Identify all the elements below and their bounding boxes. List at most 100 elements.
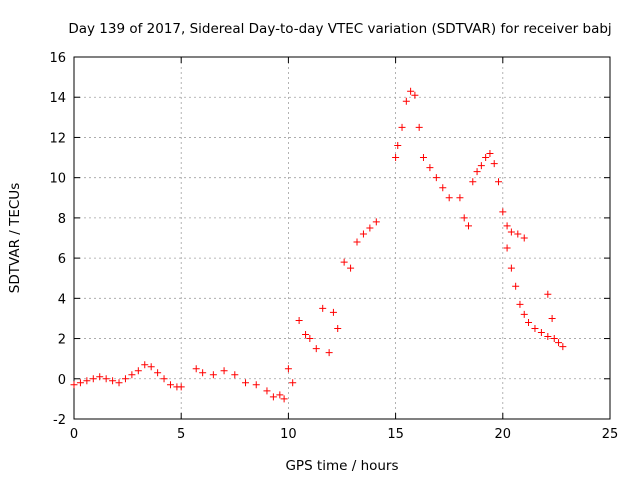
data-point xyxy=(242,379,250,387)
x-tick-label: 10 xyxy=(280,427,297,442)
data-point xyxy=(269,393,277,401)
data-point xyxy=(439,184,447,192)
data-point xyxy=(134,367,142,375)
y-tick-label: 4 xyxy=(58,292,66,307)
data-point xyxy=(359,230,367,238)
data-point xyxy=(525,318,533,326)
axis-ticks xyxy=(73,56,611,420)
y-axis-label: SDTVAR / TECUs xyxy=(7,183,23,293)
data-point xyxy=(407,87,415,95)
data-point xyxy=(109,377,117,385)
data-point xyxy=(177,383,185,391)
data-point xyxy=(426,164,434,172)
data-point xyxy=(141,361,149,369)
data-point xyxy=(550,335,558,343)
data-point xyxy=(83,377,91,385)
data-point xyxy=(520,310,528,318)
x-tick-label: 0 xyxy=(70,427,78,442)
data-point xyxy=(231,371,239,379)
data-point xyxy=(456,194,464,202)
data-point xyxy=(490,160,498,168)
data-point xyxy=(482,154,490,162)
data-point xyxy=(514,230,522,238)
x-tick-label: 20 xyxy=(495,427,512,442)
tick-labels: 0 5 10 15 20 25 -2 0 2 4 6 8 10 12 14 16 xyxy=(49,51,618,442)
y-tick-label: -2 xyxy=(53,413,66,428)
data-point xyxy=(252,381,260,389)
data-point xyxy=(544,333,552,341)
data-point xyxy=(559,343,567,351)
data-point xyxy=(166,381,174,389)
data-point xyxy=(76,379,84,387)
data-point xyxy=(289,379,297,387)
data-point xyxy=(347,264,355,272)
data-point xyxy=(89,375,97,383)
data-point xyxy=(128,371,136,379)
plot-frame xyxy=(73,56,611,420)
data-point xyxy=(473,168,481,176)
data-point xyxy=(306,335,314,343)
data-point xyxy=(469,178,477,186)
y-tick-label: 2 xyxy=(58,333,66,348)
data-point xyxy=(531,325,539,332)
data-point xyxy=(464,222,472,230)
data-point xyxy=(499,208,507,216)
data-point xyxy=(477,162,485,170)
data-point xyxy=(445,194,453,202)
data-point xyxy=(280,395,288,403)
data-point xyxy=(121,375,129,383)
data-point xyxy=(192,365,200,373)
data-point xyxy=(329,308,337,316)
data-point xyxy=(154,369,162,377)
y-tick-label: 16 xyxy=(49,51,66,66)
x-tick-label: 5 xyxy=(177,427,185,442)
data-point xyxy=(419,154,427,162)
chart-title: Day 139 of 2017, Sidereal Day-to-day VTE… xyxy=(68,21,611,37)
data-points xyxy=(70,87,567,403)
data-point xyxy=(96,373,104,381)
data-point xyxy=(402,97,410,105)
data-point xyxy=(334,325,342,332)
data-point xyxy=(544,290,552,298)
data-point xyxy=(312,345,320,353)
data-point xyxy=(512,282,520,290)
data-point xyxy=(507,228,515,236)
data-point xyxy=(555,339,563,347)
data-point xyxy=(503,244,511,252)
data-point xyxy=(70,381,78,389)
data-point xyxy=(147,363,155,371)
data-point xyxy=(432,174,440,182)
data-point xyxy=(495,178,503,186)
data-point xyxy=(319,304,327,312)
data-point xyxy=(199,369,207,377)
data-point xyxy=(411,91,419,99)
data-point xyxy=(340,258,348,266)
data-point xyxy=(115,379,123,387)
y-tick-label: 8 xyxy=(58,212,66,227)
data-point xyxy=(302,331,310,339)
data-point xyxy=(460,214,468,222)
data-point xyxy=(325,349,333,357)
y-tick-label: 14 xyxy=(49,91,66,106)
data-point xyxy=(516,300,524,308)
data-point xyxy=(353,238,361,246)
grid-lines xyxy=(74,57,610,419)
data-point xyxy=(392,154,400,162)
y-tick-label: 12 xyxy=(49,131,66,146)
data-point xyxy=(295,316,303,324)
y-tick-label: 0 xyxy=(58,373,66,388)
data-point xyxy=(102,375,110,383)
data-point xyxy=(160,375,168,383)
data-point xyxy=(263,387,271,395)
x-axis-label: GPS time / hours xyxy=(285,458,398,474)
data-point xyxy=(276,391,284,399)
data-point xyxy=(398,123,406,131)
data-point xyxy=(220,367,228,375)
data-point xyxy=(503,222,511,230)
data-point xyxy=(209,371,217,379)
data-point xyxy=(520,234,528,242)
data-point xyxy=(366,224,374,232)
data-point xyxy=(537,329,545,337)
x-tick-label: 25 xyxy=(602,427,619,442)
